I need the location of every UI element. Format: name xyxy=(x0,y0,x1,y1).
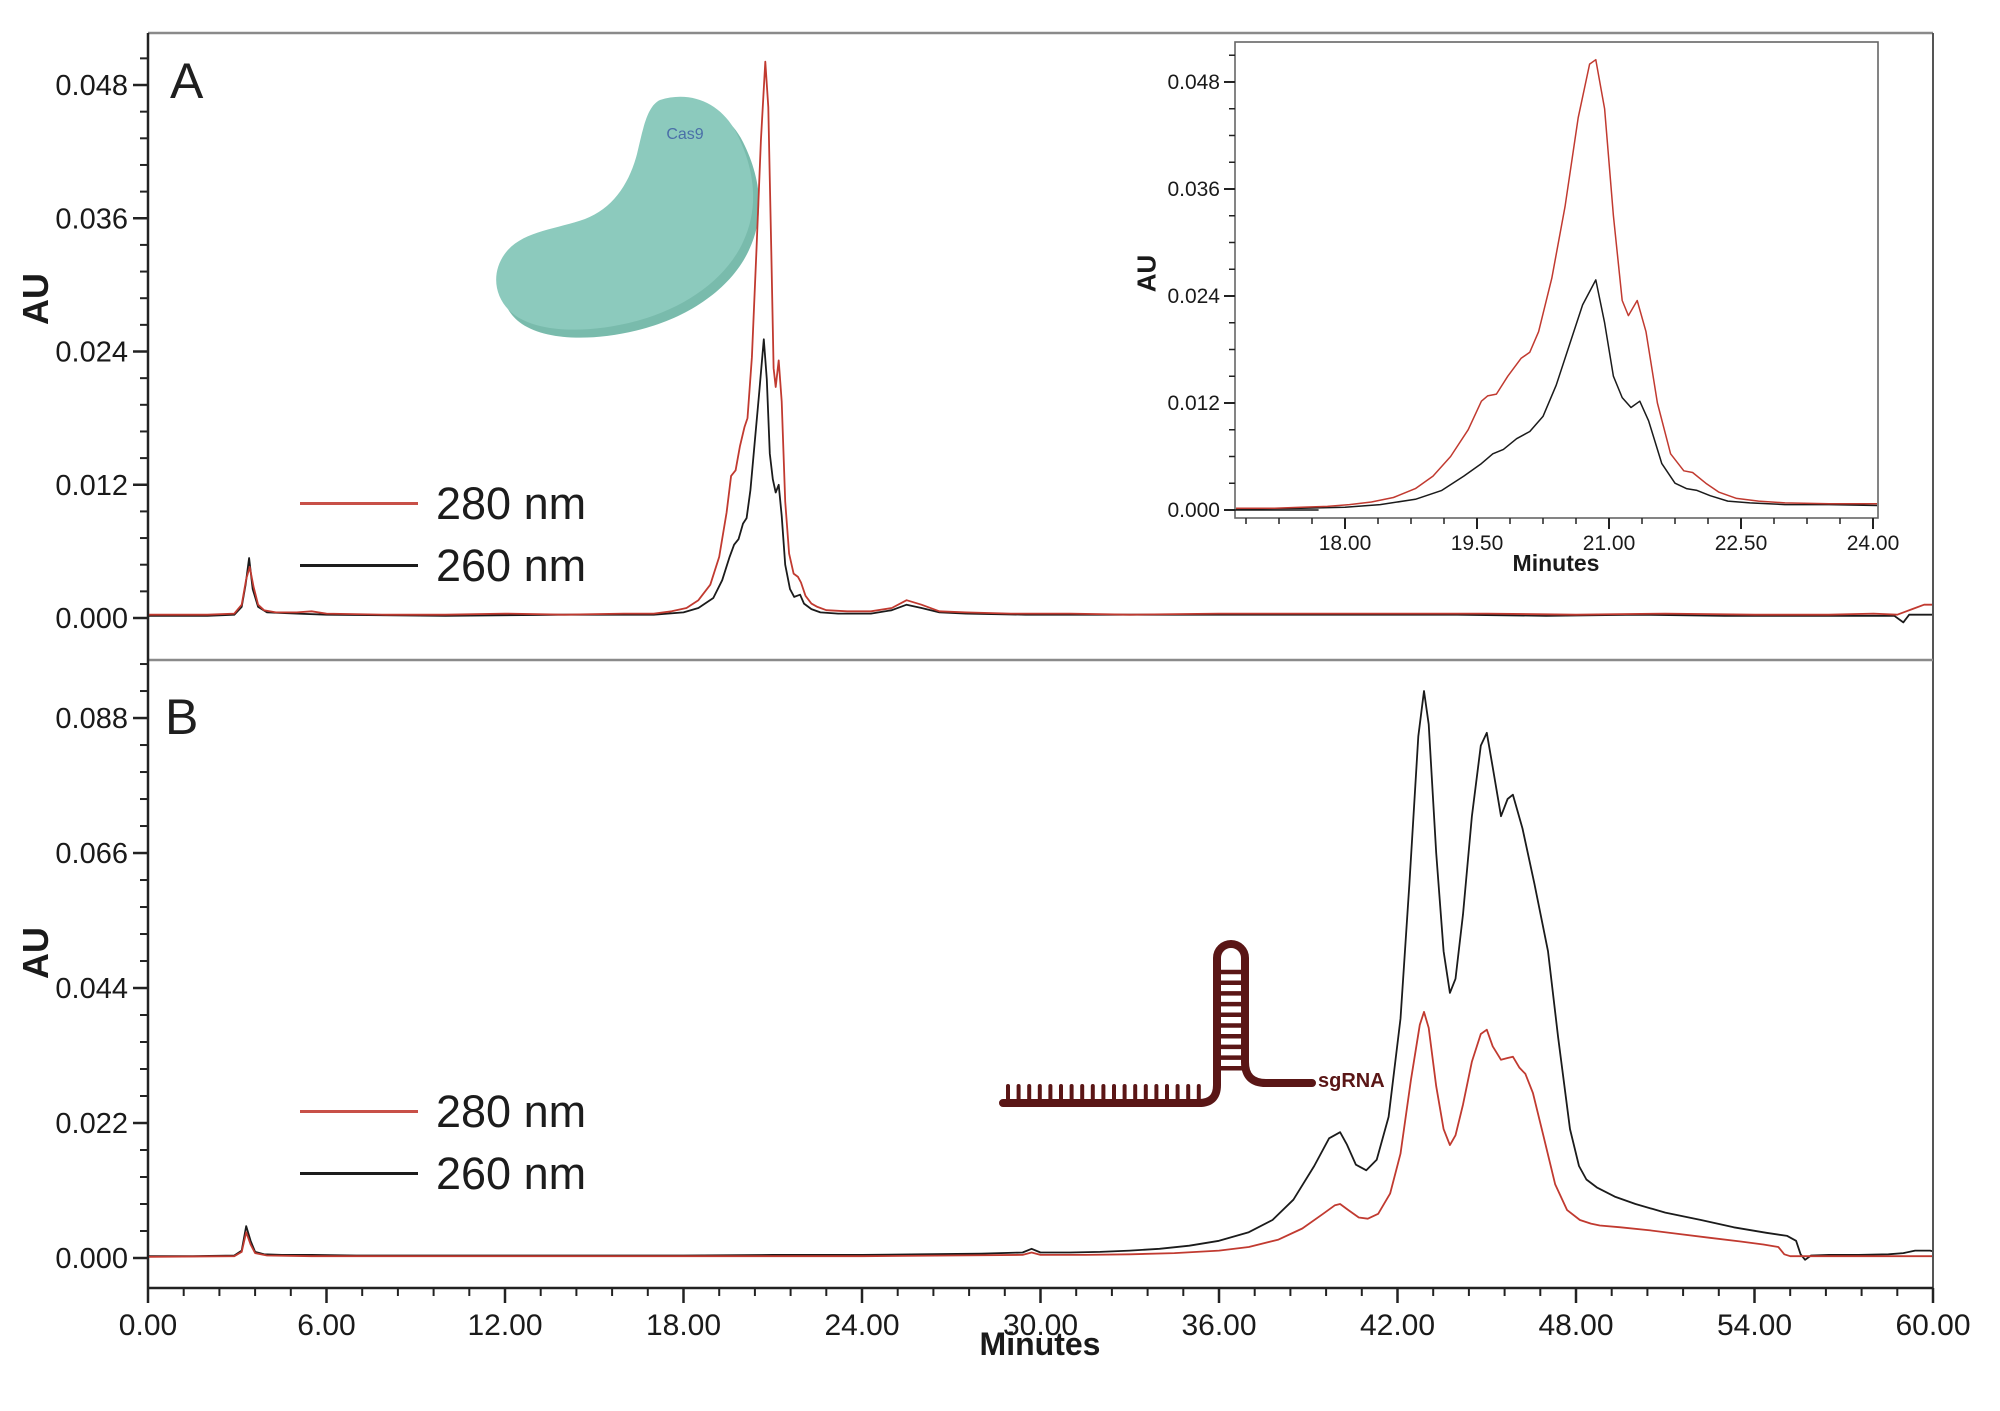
legend-line-260nm-icon xyxy=(300,563,418,567)
cas9-annotation: Cas9 xyxy=(666,126,704,143)
svg-text:0.048: 0.048 xyxy=(1167,71,1220,94)
svg-text:0.088: 0.088 xyxy=(55,703,128,735)
svg-text:19.50: 19.50 xyxy=(1451,532,1504,555)
legend-entry-280nm: 280 nm xyxy=(300,1080,586,1142)
legend-label-280nm: 280 nm xyxy=(436,1085,587,1137)
svg-text:18.00: 18.00 xyxy=(1319,532,1372,555)
inset-x-axis-title: Minutes xyxy=(1512,550,1600,576)
panel-b-y-axis-title: AU xyxy=(15,927,56,979)
svg-text:0.012: 0.012 xyxy=(55,470,128,502)
sgrna-illustration xyxy=(999,940,1316,1107)
legend-line-260nm-icon xyxy=(300,1171,418,1175)
cas9-protein-illustration xyxy=(496,96,760,338)
svg-text:0.036: 0.036 xyxy=(55,203,128,235)
legend-label-280nm: 280 nm xyxy=(436,477,587,529)
y-axis: 0.000 0.022 0.044 0.066 0.088 xyxy=(55,663,148,1275)
x-axis-title: Minutes xyxy=(979,1326,1101,1362)
panel-b-legend: 280 nm 260 nm xyxy=(300,1080,586,1204)
legend-entry-260nm: 260 nm xyxy=(300,1142,586,1204)
panel-b-letter: B xyxy=(165,689,199,745)
svg-text:24.00: 24.00 xyxy=(1847,532,1900,555)
legend-line-280nm-icon xyxy=(300,1109,418,1113)
legend-entry-280nm: 280 nm xyxy=(300,472,586,534)
svg-text:0.048: 0.048 xyxy=(55,70,128,102)
panel-a-letter: A xyxy=(170,53,204,109)
svg-text:0.000: 0.000 xyxy=(1167,499,1220,522)
svg-text:36.00: 36.00 xyxy=(1181,1309,1256,1342)
svg-text:18.00: 18.00 xyxy=(646,1309,721,1342)
svg-text:0.022: 0.022 xyxy=(55,1108,128,1140)
legend-label-260nm: 260 nm xyxy=(436,539,587,591)
svg-text:48.00: 48.00 xyxy=(1538,1309,1613,1342)
svg-text:0.066: 0.066 xyxy=(55,838,128,870)
panel-a-legend: 280 nm 260 nm xyxy=(300,472,586,596)
svg-text:0.044: 0.044 xyxy=(55,973,128,1005)
svg-text:22.50: 22.50 xyxy=(1715,532,1768,555)
svg-text:0.000: 0.000 xyxy=(55,603,128,635)
y-axis: 0.000 0.012 0.024 0.036 0.048 xyxy=(55,57,148,635)
panel-a-traces xyxy=(149,60,1932,624)
svg-text:60.00: 60.00 xyxy=(1895,1309,1970,1342)
svg-text:0.024: 0.024 xyxy=(55,337,128,369)
svg-text:54.00: 54.00 xyxy=(1717,1309,1792,1342)
svg-text:30.00: 30.00 xyxy=(1003,1309,1078,1342)
inset-plot: 18.00 19.50 21.00 22.50 24.00 0.000 0.012 0.024… xyxy=(1167,41,1900,555)
legend-entry-260nm: 260 nm xyxy=(300,534,586,596)
svg-text:0.012: 0.012 xyxy=(1167,392,1220,415)
svg-text:24.00: 24.00 xyxy=(824,1309,899,1342)
legend-line-280nm-icon xyxy=(300,501,418,505)
panel-a-y-axis-title: AU xyxy=(15,273,56,325)
panel-b-traces xyxy=(149,690,1932,1261)
inset-y-axis-title: AU xyxy=(1131,254,1162,293)
svg-text:12.00: 12.00 xyxy=(467,1309,542,1342)
sgrna-annotation: sgRNA xyxy=(1318,1070,1385,1092)
svg-text:0.000: 0.000 xyxy=(55,1243,128,1275)
svg-text:6.00: 6.00 xyxy=(297,1309,355,1342)
svg-text:0.024: 0.024 xyxy=(1167,285,1220,308)
x-axis: 0.00 6.00 12.00 18.00 24.00 30.00 36.00 42.00 48… xyxy=(119,1288,1971,1342)
svg-text:21.00: 21.00 xyxy=(1583,532,1636,555)
svg-text:42.00: 42.00 xyxy=(1360,1309,1435,1342)
svg-text:0.036: 0.036 xyxy=(1167,178,1220,201)
legend-label-260nm: 260 nm xyxy=(436,1147,587,1199)
svg-text:0.00: 0.00 xyxy=(119,1309,177,1342)
